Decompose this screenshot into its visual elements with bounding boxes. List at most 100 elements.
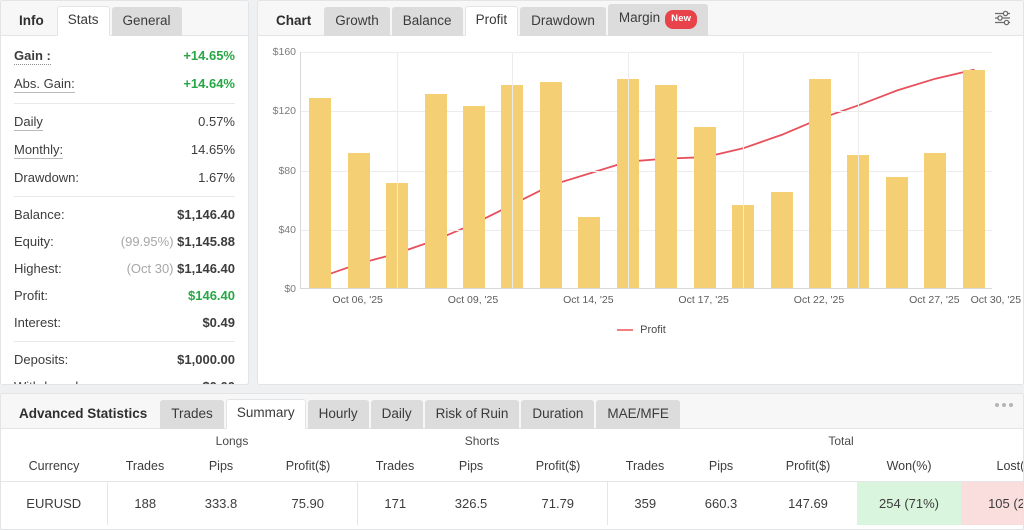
stat-row-gain: Gain : +14.65% bbox=[14, 42, 235, 70]
stat-label-equity: Equity: bbox=[14, 234, 54, 249]
group-header-longs: Longs bbox=[215, 433, 249, 448]
stat-row-drawdown: Drawdown: 1.67% bbox=[14, 164, 235, 191]
stat-row-daily: Daily 0.57% bbox=[14, 108, 235, 136]
grid-line-x bbox=[627, 52, 629, 288]
col-total-profit: Profit($) bbox=[759, 452, 858, 482]
tab-drawdown[interactable]: Drawdown bbox=[520, 7, 606, 36]
table-group-header-row: Longs Shorts Total bbox=[1, 429, 1023, 452]
chart-bar[interactable] bbox=[962, 70, 985, 288]
col-short-profit: Profit($) bbox=[509, 452, 608, 482]
chart-bar[interactable] bbox=[809, 79, 831, 288]
stat-row-highest: Highest: (Oct 30) $1,146.40 bbox=[14, 255, 235, 282]
stat-value-highest: (Oct 30) $1,146.40 bbox=[127, 261, 235, 277]
grid-line-x bbox=[743, 52, 745, 288]
cell-total-profit: 147.69 bbox=[788, 495, 828, 511]
cell-currency: EURUSD bbox=[26, 495, 82, 511]
tab-chart[interactable]: Chart bbox=[276, 13, 312, 28]
chart-plot-area bbox=[300, 52, 992, 289]
tab-summary[interactable]: Summary bbox=[225, 399, 306, 429]
stat-row-abs-gain: Abs. Gain: +14.64% bbox=[14, 70, 235, 98]
stat-value-balance: $1,146.40 bbox=[177, 207, 235, 222]
tab-stats[interactable]: Stats bbox=[56, 6, 110, 36]
stat-label-deposits: Deposits: bbox=[14, 352, 69, 367]
y-tick-label: $120 bbox=[272, 105, 296, 118]
chart-legend: Profit bbox=[258, 324, 1023, 336]
x-tick-label: Oct 22, '25 bbox=[793, 294, 845, 306]
stat-label-balance: Balance: bbox=[14, 207, 65, 222]
stat-value-profit: $146.40 bbox=[188, 288, 235, 303]
stat-value-withdrawals: $0.00 bbox=[202, 379, 235, 384]
tab-advanced-statistics[interactable]: Advanced Statistics bbox=[19, 406, 148, 421]
legend-label-profit: Profit bbox=[640, 324, 666, 336]
new-badge: New bbox=[665, 10, 698, 29]
x-tick-label: Oct 06, '25 bbox=[332, 294, 383, 306]
col-long-pips: Pips bbox=[183, 452, 259, 482]
chart-bar[interactable] bbox=[424, 93, 447, 288]
cell-short-pips: 326.5 bbox=[454, 495, 488, 511]
table-row[interactable]: EURUSD 188 333.8 75.90 171 326.5 71.79 3… bbox=[1, 481, 1023, 525]
table-header-row: Currency Trades Pips Profit($) Trades Pi… bbox=[1, 452, 1023, 482]
more-horizontal-icon[interactable] bbox=[995, 403, 1013, 407]
stat-row-withdrawals: Withdrawals: $0.00 bbox=[14, 373, 235, 384]
divider-1 bbox=[14, 103, 235, 104]
tab-info[interactable]: Info bbox=[19, 13, 44, 28]
summary-table: Longs Shorts Total Currency Trades Pips … bbox=[1, 429, 1023, 525]
sliders-icon[interactable] bbox=[989, 6, 1015, 30]
profit-chart: $0 $40 $80 $120 $160 Oct 06, '25 Oct 09, '25 O… bbox=[258, 36, 1023, 384]
chart-bar[interactable] bbox=[770, 191, 793, 288]
grid-line-x bbox=[858, 52, 860, 288]
stat-label-drawdown: Drawdown: bbox=[14, 170, 80, 185]
chart-bar[interactable] bbox=[578, 216, 601, 288]
cell-won-percent: 254 (71%) bbox=[857, 481, 962, 525]
grid-line-y bbox=[301, 170, 992, 172]
tab-duration[interactable]: Duration bbox=[521, 400, 595, 429]
stats-body: Gain : +14.65% Abs. Gain: +14.64% Daily … bbox=[1, 36, 248, 384]
chart-bar[interactable] bbox=[693, 126, 716, 288]
tab-hourly[interactable]: Hourly bbox=[307, 400, 369, 429]
stat-label-withdrawals: Withdrawals: bbox=[14, 379, 88, 384]
cell-long-pips: 333.8 bbox=[204, 495, 238, 511]
tab-margin[interactable]: Margin New bbox=[607, 4, 709, 36]
chart-bar[interactable] bbox=[539, 82, 562, 288]
grid-line-x bbox=[397, 52, 399, 288]
tab-daily[interactable]: Daily bbox=[370, 400, 423, 429]
chart-bar[interactable] bbox=[924, 153, 947, 288]
stat-label-interest: Interest: bbox=[14, 315, 61, 330]
x-tick-label: Oct 17, '25 bbox=[678, 294, 729, 306]
stats-panel: Info Stats General Gain : +14.65% Abs. G… bbox=[0, 0, 249, 385]
tab-mae-mfe[interactable]: MAE/MFE bbox=[596, 400, 680, 429]
chart-panel: Chart Growth Balance Profit Drawdown Mar… bbox=[257, 0, 1024, 385]
chart-bar[interactable] bbox=[309, 98, 332, 288]
y-tick-label: $80 bbox=[278, 164, 296, 177]
tab-general[interactable]: General bbox=[111, 7, 182, 36]
chart-y-axis: $0 $40 $80 $120 $160 bbox=[258, 46, 296, 295]
chart-bar[interactable] bbox=[885, 176, 908, 288]
cell-long-trades: 188 bbox=[106, 481, 183, 525]
chart-bar[interactable] bbox=[463, 105, 485, 288]
col-currency: Currency bbox=[1, 452, 107, 482]
tab-balance[interactable]: Balance bbox=[391, 7, 463, 36]
chart-bar[interactable] bbox=[655, 85, 678, 288]
tab-margin-label: Margin bbox=[618, 10, 661, 25]
grid-line-y bbox=[301, 52, 992, 53]
cell-short-trades: 171 bbox=[356, 481, 434, 525]
tab-trades[interactable]: Trades bbox=[160, 400, 224, 429]
stat-equity-percent: (99.95%) bbox=[120, 234, 174, 249]
col-long-profit: Profit($) bbox=[259, 452, 358, 482]
stat-highest-date: (Oct 30) bbox=[126, 261, 174, 276]
tab-profit[interactable]: Profit bbox=[464, 6, 519, 36]
tab-growth[interactable]: Growth bbox=[324, 7, 390, 36]
cell-long-profit: 75.90 bbox=[291, 495, 325, 511]
stat-row-equity: Equity: (99.95%) $1,145.88 bbox=[14, 228, 235, 255]
col-lost-percent: Lost(%) bbox=[961, 452, 1023, 482]
stat-value-gain: +14.65% bbox=[183, 48, 235, 63]
stat-label-monthly: Monthly: bbox=[14, 142, 64, 159]
stat-value-monthly: 14.65% bbox=[190, 142, 235, 157]
col-won-percent: Won(%) bbox=[857, 452, 962, 482]
chart-bar[interactable] bbox=[347, 153, 370, 288]
advanced-statistics-panel: Advanced Statistics Trades Summary Hourl… bbox=[0, 393, 1024, 530]
tab-risk-of-ruin[interactable]: Risk of Ruin bbox=[424, 400, 520, 429]
stat-highest-amount: $1,146.40 bbox=[177, 261, 235, 276]
stat-label-highest: Highest: bbox=[14, 261, 62, 276]
